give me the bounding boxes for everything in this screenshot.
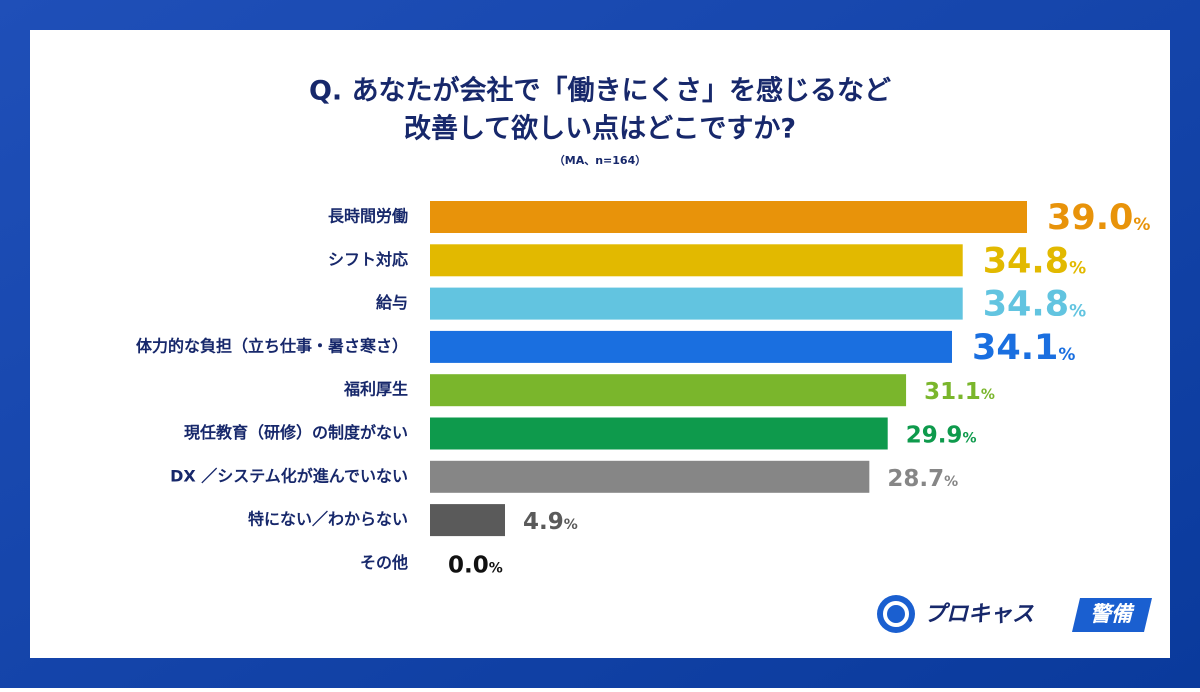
bar (430, 374, 907, 407)
category-label: 体力的な負担（立ち仕事・暑さ寒さ） (136, 336, 408, 355)
value-label: 34.8% (983, 285, 1086, 325)
value-label-number: 28.7 (887, 465, 944, 491)
value-label: 31.1% (924, 379, 995, 405)
chart-title: 改善して欲しい点はどこですか? (404, 113, 796, 145)
value-label: 29.9% (906, 422, 977, 448)
bar (430, 201, 1027, 233)
value-unit: % (489, 560, 503, 576)
value-label-number: 34.8 (983, 285, 1069, 325)
value-unit: % (564, 517, 578, 533)
bar (430, 504, 506, 537)
value-label-number: 34.1 (972, 328, 1058, 368)
category-label: 給与 (376, 293, 408, 312)
value-label: 4.9% (523, 509, 578, 535)
logo: プロキャス 警備 (877, 595, 1152, 633)
value-label-number: 29.9 (906, 422, 963, 448)
value-unit: % (1058, 345, 1075, 365)
value-label-number: 34.8 (983, 241, 1069, 281)
value-unit: % (1133, 215, 1150, 235)
value-unit: % (944, 474, 958, 490)
chart-subtitle: （MA、n=164） (554, 154, 646, 167)
value-unit: % (962, 431, 976, 447)
value-label: 39.0% (1047, 198, 1150, 238)
value-unit: % (981, 387, 995, 403)
category-label: 現任教育（研修）の制度がない (184, 423, 408, 442)
value-label: 28.7% (887, 465, 958, 491)
value-label-number: 39.0 (1047, 198, 1133, 238)
value-unit: % (1069, 302, 1086, 322)
value-label: 34.8% (983, 241, 1086, 281)
value-label-number: 0.0 (448, 552, 489, 578)
category-label: 特にない／わからない (248, 510, 408, 529)
category-label: DX ／システム化が進んでいない (170, 466, 408, 485)
logo-icon (883, 601, 909, 627)
logo-text: プロキャス (924, 602, 1034, 627)
category-label: 長時間労働 (328, 207, 408, 226)
bar (430, 287, 963, 320)
logo-icon (877, 595, 915, 633)
value-unit: % (1069, 258, 1086, 278)
logo-badge (1072, 598, 1152, 632)
category-label: シフト対応 (328, 250, 408, 269)
bar (430, 417, 888, 450)
value-label: 34.1% (972, 328, 1075, 368)
chart-title: Q. あなたが会社で「働きにくさ」を感じるなど (309, 75, 891, 107)
category-label: その他 (360, 553, 408, 572)
category-label: 福利厚生 (343, 380, 408, 399)
value-label: 0.0% (448, 552, 503, 578)
value-label-number: 31.1 (924, 379, 981, 405)
bar (430, 330, 952, 363)
value-label-number: 4.9 (523, 509, 564, 535)
logo-badge-text: 警備 (1090, 602, 1135, 626)
bar (430, 460, 870, 493)
bar (430, 244, 963, 277)
